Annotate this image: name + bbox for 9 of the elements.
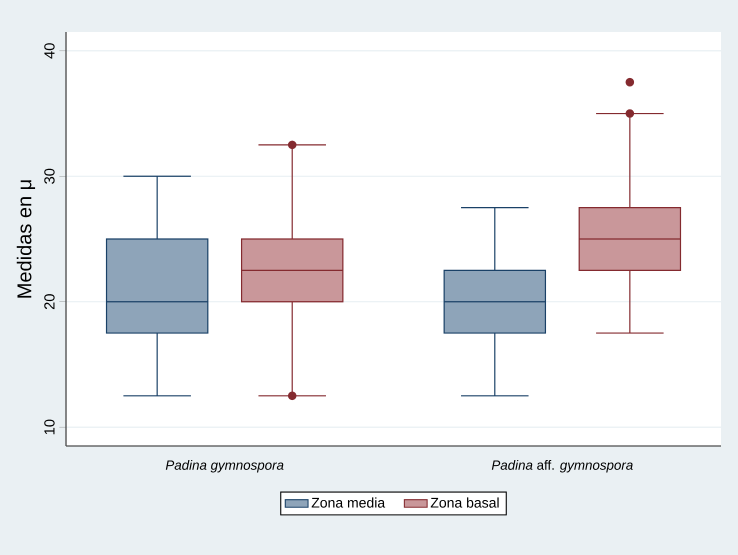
legend-label: Zona basal <box>430 497 499 508</box>
y-axis-title: Medidas en μ <box>16 180 36 298</box>
y-tick-label: 40 <box>44 43 55 59</box>
legend-label: Zona media <box>312 497 386 508</box>
x-tick-label: Padina aff. gymnospora <box>492 460 633 472</box>
y-tick-label: 10 <box>44 420 55 434</box>
y-tick-label: 20 <box>44 294 55 310</box>
y-tick-label: 30 <box>44 168 55 184</box>
x-tick-label: Padina gymnospora <box>166 460 284 472</box>
